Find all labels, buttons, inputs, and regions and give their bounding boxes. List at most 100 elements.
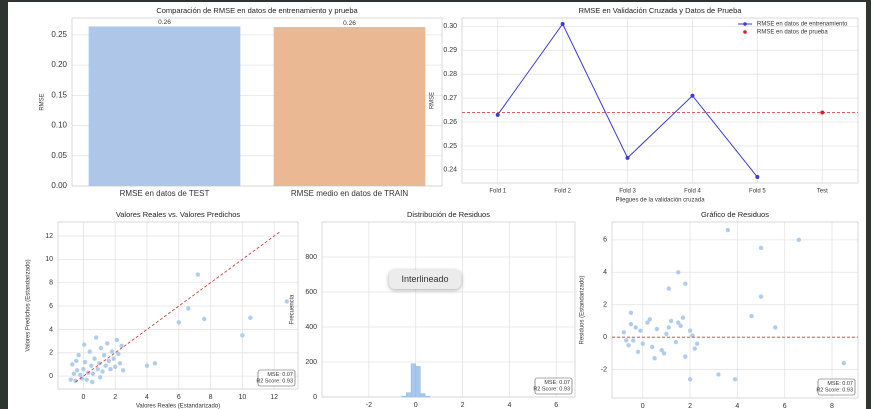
data-point [647, 317, 653, 322]
y-tick-label: 0.10 [51, 121, 67, 130]
data-point [90, 371, 96, 377]
data-point [74, 358, 79, 364]
histogram-bar [401, 396, 407, 398]
data-point [195, 272, 201, 277]
data-point [820, 110, 825, 115]
annotation-box [534, 377, 573, 395]
legend-label: RMSE en datos de prueba [757, 30, 828, 36]
data-point [82, 359, 88, 365]
data-point [108, 366, 113, 372]
y-tick-label: 400 [305, 324, 317, 331]
data-point [652, 356, 657, 361]
y-tick-label: 0.27 [443, 95, 457, 102]
data-point [68, 377, 73, 382]
y-axis-label: RMSE [430, 92, 436, 109]
histogram-bar [415, 366, 421, 398]
y-tick-label: 0.00 [51, 181, 67, 190]
x-tick-label: RMSE en datos de TEST [120, 189, 210, 198]
data-point [645, 320, 650, 325]
histogram-bar [410, 363, 416, 398]
data-point [495, 112, 500, 117]
data-point [758, 245, 764, 251]
bar [88, 26, 241, 186]
legend-marker [743, 22, 747, 26]
x-tick-label: Fold 1 [489, 189, 506, 195]
data-point [773, 325, 778, 330]
y-tick-label: 6 [603, 237, 607, 244]
data-point [673, 339, 679, 345]
plot-frame [321, 221, 576, 398]
data-point [676, 320, 681, 325]
chart-title: Gráfico de Residuos [701, 210, 769, 219]
y-tick-label: 10 [45, 256, 53, 263]
data-point [687, 328, 693, 333]
data-point [666, 286, 671, 291]
data-point [70, 362, 75, 367]
data-point [76, 352, 81, 358]
y-axis-label: Residuos (Estandarizado) [580, 275, 586, 344]
data-point [668, 318, 674, 324]
figure: Comparación de RMSE en datos de entrenam… [8, 2, 866, 409]
data-point [81, 366, 86, 372]
data-point [716, 372, 721, 377]
data-point [692, 346, 697, 351]
data-point [79, 376, 85, 381]
x-tick-label: 8 [830, 403, 834, 409]
y-tick-label: 0 [603, 334, 607, 341]
reference-line [75, 230, 281, 383]
x-tick-label: 4 [735, 403, 739, 409]
histogram-bar [406, 392, 412, 398]
bar [273, 27, 426, 187]
y-tick-label: 200 [305, 359, 317, 366]
data-point [82, 342, 87, 347]
data-point [732, 377, 738, 382]
x-tick-label: Fold 4 [684, 189, 701, 195]
y-tick-label: 0.20 [51, 60, 67, 69]
data-point [106, 358, 112, 364]
y-tick-label: 800 [305, 254, 317, 261]
data-point [690, 93, 695, 98]
y-tick-label: 600 [305, 289, 317, 296]
data-point [659, 347, 664, 353]
annotation-box [257, 369, 296, 387]
x-axis-label: Pliegues de la validación cruzada [615, 198, 705, 204]
data-point [621, 330, 627, 335]
y-tick-label: 0.24 [443, 167, 457, 174]
y-tick-label: 4 [49, 326, 53, 333]
bar-value-label: 0.26 [158, 19, 171, 26]
x-axis-label: Valores Reales (Estandarizado) [136, 404, 220, 409]
data-point [683, 281, 688, 286]
data-point [144, 363, 150, 368]
plot-frame [461, 17, 859, 184]
data-point [640, 341, 645, 346]
x-tick-label: 6 [554, 402, 558, 409]
data-point [114, 337, 120, 343]
x-tick-label: 10 [238, 394, 246, 401]
plot-frame [611, 221, 859, 399]
chart-title: RMSE en Validación Cruzada y Datos de Pr… [579, 6, 743, 15]
data-point [676, 270, 681, 275]
data-point [650, 344, 655, 350]
data-point [103, 363, 108, 368]
legend-label: RMSE en datos de entrenamiento [757, 22, 848, 28]
chart-title: Comparación de RMSE en datos de entrenam… [156, 6, 358, 15]
legend-marker [743, 30, 747, 34]
tooltip-button[interactable]: Interlineado [389, 270, 461, 289]
plot-frame [57, 221, 299, 390]
y-tick-label: 0 [49, 373, 53, 380]
data-point [74, 368, 80, 373]
y-tick-label: 2 [603, 302, 607, 309]
x-tick-label: Fold 2 [554, 189, 571, 195]
x-tick-label: 6 [783, 403, 787, 409]
y-tick-label: 0.29 [443, 47, 457, 54]
x-tick-label: 0 [641, 403, 645, 409]
x-tick-label: -2 [366, 402, 372, 409]
data-point [119, 343, 124, 348]
x-tick-label: 12 [270, 394, 278, 401]
data-point [116, 351, 121, 357]
data-point [73, 378, 78, 384]
data-point [97, 375, 103, 380]
data-point [89, 363, 94, 368]
y-tick-label: 0.26 [443, 119, 457, 126]
data-point [678, 323, 683, 329]
